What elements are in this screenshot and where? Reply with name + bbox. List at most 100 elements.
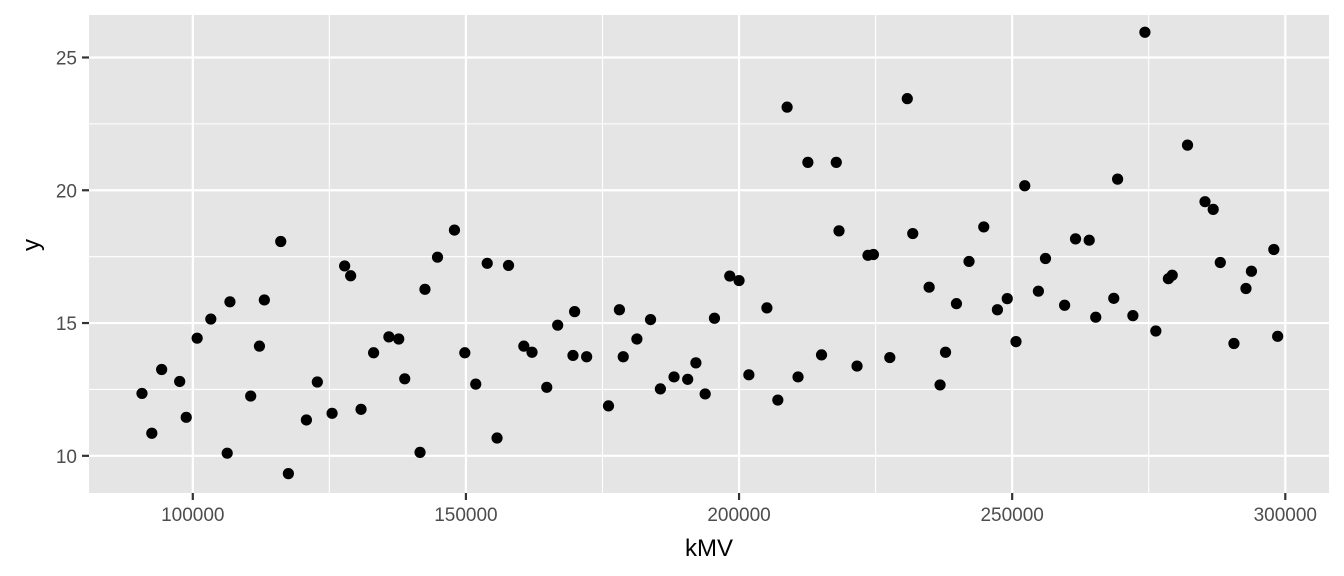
data-point — [690, 357, 702, 369]
data-point — [300, 414, 313, 426]
data-point — [1272, 330, 1284, 342]
data-point — [978, 221, 990, 233]
data-point — [851, 360, 863, 372]
data-point — [448, 224, 461, 236]
y-axis: 10 15 20 25 — [56, 48, 89, 468]
x-tick-label: 100000 — [161, 505, 224, 526]
data-point — [491, 432, 503, 444]
data-point — [258, 294, 270, 306]
x-tick-label: 250000 — [980, 505, 1043, 526]
data-point — [459, 347, 471, 359]
data-point — [884, 351, 896, 364]
data-point — [1245, 265, 1258, 277]
data-point — [644, 313, 657, 326]
data-point — [1139, 26, 1151, 38]
data-point — [355, 403, 367, 415]
data-point — [552, 319, 564, 331]
data-point — [253, 340, 266, 352]
data-point — [699, 388, 711, 400]
data-point — [419, 283, 431, 295]
data-point — [156, 363, 168, 376]
data-point — [1207, 203, 1219, 215]
data-point — [205, 313, 217, 325]
y-tick-label: 25 — [56, 48, 77, 69]
data-point — [802, 156, 814, 168]
data-point — [1059, 299, 1071, 311]
data-point — [470, 378, 482, 390]
data-point — [708, 312, 721, 324]
data-point — [1039, 252, 1052, 265]
x-axis-title: kMV — [685, 535, 733, 562]
data-point — [1150, 325, 1162, 337]
data-point — [1268, 243, 1280, 256]
data-point — [1090, 311, 1102, 323]
data-point — [502, 259, 515, 272]
data-point — [743, 369, 755, 381]
data-point — [724, 270, 736, 282]
data-point — [174, 375, 186, 388]
data-point — [923, 281, 935, 293]
major-gridlines — [89, 15, 1329, 493]
data-point — [991, 304, 1004, 316]
data-point — [668, 371, 680, 383]
data-point — [399, 373, 411, 385]
data-point — [526, 346, 538, 358]
y-axis-title: y — [18, 239, 45, 251]
data-point — [136, 387, 148, 400]
data-point — [1083, 234, 1095, 246]
data-point — [939, 346, 952, 358]
data-point — [901, 93, 913, 105]
y-tick-label: 20 — [56, 181, 77, 202]
data-points — [136, 26, 1284, 480]
data-point — [367, 347, 380, 359]
data-point — [146, 427, 158, 439]
data-point — [1032, 285, 1044, 297]
data-point — [1228, 337, 1240, 350]
data-point — [792, 371, 804, 383]
data-point — [569, 306, 581, 318]
data-point — [1069, 233, 1082, 245]
data-point — [383, 331, 395, 343]
data-point — [733, 274, 745, 287]
data-point — [326, 407, 338, 419]
data-point — [613, 304, 626, 316]
data-point — [1127, 310, 1139, 322]
data-point — [1240, 282, 1252, 295]
data-point — [221, 447, 233, 459]
data-point — [654, 383, 666, 395]
data-point — [1214, 256, 1226, 269]
data-point — [1166, 269, 1178, 281]
data-point — [224, 296, 236, 308]
data-point — [682, 373, 694, 385]
data-point — [950, 298, 963, 310]
data-point — [275, 235, 287, 248]
data-point — [907, 227, 919, 240]
data-point — [345, 270, 357, 282]
data-point — [772, 394, 784, 406]
data-point — [393, 333, 405, 345]
data-point — [833, 225, 845, 237]
data-point — [414, 446, 426, 458]
data-point — [567, 349, 579, 362]
data-point — [1199, 196, 1211, 208]
data-point — [602, 400, 615, 412]
x-tick-label: 150000 — [434, 505, 497, 526]
data-point — [1010, 336, 1022, 348]
x-axis: 100000 150000 200000 250000 300000 — [161, 493, 1317, 526]
y-tick-label: 10 — [56, 447, 77, 468]
data-point — [867, 248, 880, 261]
data-point — [191, 332, 203, 344]
data-point — [631, 333, 643, 345]
data-point — [1019, 180, 1031, 192]
data-point — [282, 468, 294, 480]
data-point — [481, 257, 493, 269]
data-point — [781, 101, 793, 113]
data-point — [1001, 293, 1013, 305]
data-point — [518, 340, 530, 352]
data-point — [934, 379, 946, 391]
plot-panel — [89, 15, 1329, 493]
data-point — [617, 351, 629, 363]
data-point — [339, 260, 351, 272]
data-point — [830, 156, 842, 168]
